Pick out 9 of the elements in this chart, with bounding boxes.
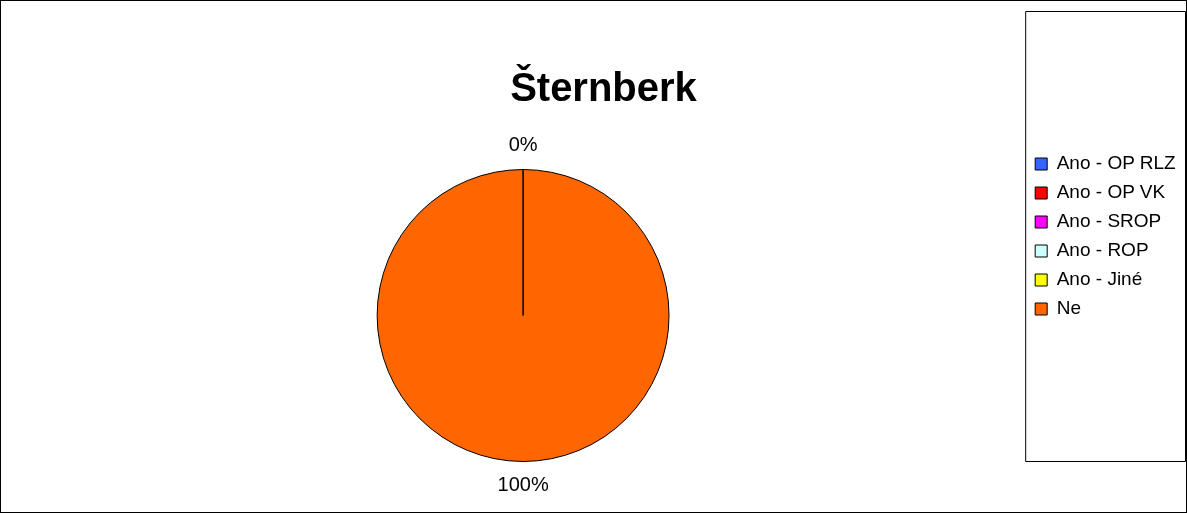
legend-label: Ano - Jiné <box>1056 268 1143 290</box>
data-label: 100% <box>497 473 549 496</box>
text: 0% <box>508 133 538 156</box>
legend-label: Ano - OP VK <box>1056 181 1166 203</box>
text: Šternberk <box>510 64 698 110</box>
legend-label: Ano - OP RLZ <box>1056 152 1177 174</box>
legend-label: Ano - SROP <box>1056 210 1162 232</box>
legend-label: Ano - ROP <box>1056 239 1149 261</box>
legend-label: Ne <box>1056 297 1081 319</box>
